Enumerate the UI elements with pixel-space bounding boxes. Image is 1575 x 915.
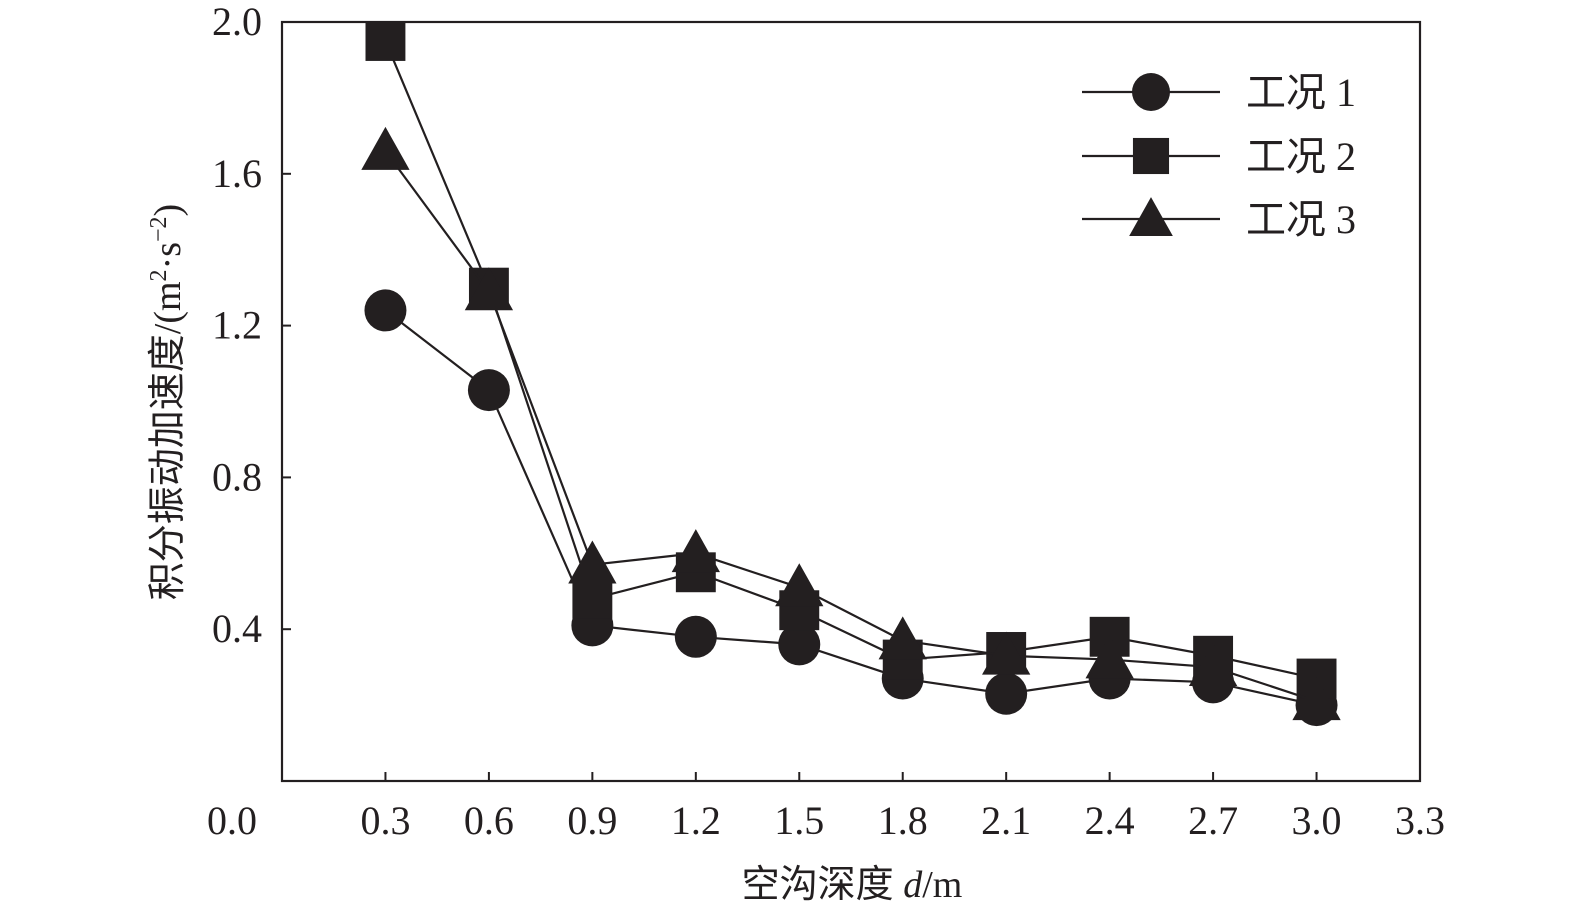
series-3-point: [464, 267, 514, 311]
series-1-point: [985, 672, 1028, 715]
legend-label: 工况 2: [1246, 134, 1356, 179]
series-1-point: [674, 615, 717, 658]
series-1-point: [778, 623, 821, 666]
series-3-point: [671, 529, 720, 573]
origin-tick-label: 0.0: [207, 798, 257, 843]
series-3-point: [982, 631, 1031, 675]
x-tick-label: 3.3: [1395, 798, 1445, 843]
axis-titles: 空沟深度 d/m 积分振动加速度/(m2·s−2): [146, 204, 962, 906]
series-3-point: [878, 616, 927, 660]
series-3-point: [568, 540, 617, 584]
x-tick-label: 0.6: [464, 798, 514, 843]
y-tick-label: 2.0: [212, 0, 262, 44]
series-3-point: [1292, 677, 1341, 721]
x-tick-label: 1.2: [671, 798, 721, 843]
legend-entry-1: 工况 1: [1082, 70, 1356, 115]
series-3-point: [1085, 635, 1134, 679]
legend-marker: [1132, 137, 1170, 175]
series-3-point: [361, 126, 410, 170]
legend-label: 工况 1: [1246, 70, 1356, 115]
series-3-point: [1188, 643, 1238, 686]
y-tick-label: 0.4: [212, 606, 262, 651]
series-2-line: [384, 40, 1317, 680]
series-1-point: [467, 369, 510, 412]
x-tick-label: 0.3: [360, 798, 410, 843]
y-tick-label: 1.6: [212, 151, 262, 196]
legend-marker: [1132, 73, 1170, 111]
series-layer: [361, 21, 1341, 727]
x-tick-label: 1.5: [774, 798, 824, 843]
series-3: [361, 126, 1341, 721]
x-tick-label: 1.8: [878, 798, 928, 843]
series-2-point: [365, 21, 406, 61]
legend-label: 工况 3: [1246, 197, 1356, 242]
series-3-point: [775, 563, 824, 607]
legend-marker: [1129, 197, 1173, 237]
x-tick-label: 2.4: [1085, 798, 1135, 843]
y-tick-label: 0.8: [212, 454, 262, 499]
series-3-line: [384, 150, 1317, 703]
legend-entry-3: 工况 3: [1082, 197, 1356, 242]
x-axis-title: 空沟深度 d/m: [742, 864, 963, 906]
series-1-line: [384, 309, 1317, 707]
x-tick-label: 2.1: [981, 798, 1031, 843]
x-tick-label: 0.9: [567, 798, 617, 843]
axes-layer: 0.4 0.8 1.2 1.6 2.0 0.0 0.3 0.6 0.9 1.2 1.5 1.8 2.1 2…: [207, 0, 1445, 843]
y-axis-title: 积分振动加速度/(m2·s−2): [146, 204, 189, 600]
legend: 工况 1 工况 2 工况 3: [1082, 70, 1356, 242]
x-tick-label: 3.0: [1292, 798, 1342, 843]
y-tick-label: 1.2: [212, 303, 262, 348]
series-2: [365, 21, 1337, 699]
series-2-point: [572, 578, 613, 619]
legend-entry-2: 工况 2: [1082, 134, 1356, 179]
x-tick-label: 2.7: [1188, 798, 1238, 843]
series-1-point: [364, 289, 407, 332]
plot-frame: [280, 20, 1422, 783]
